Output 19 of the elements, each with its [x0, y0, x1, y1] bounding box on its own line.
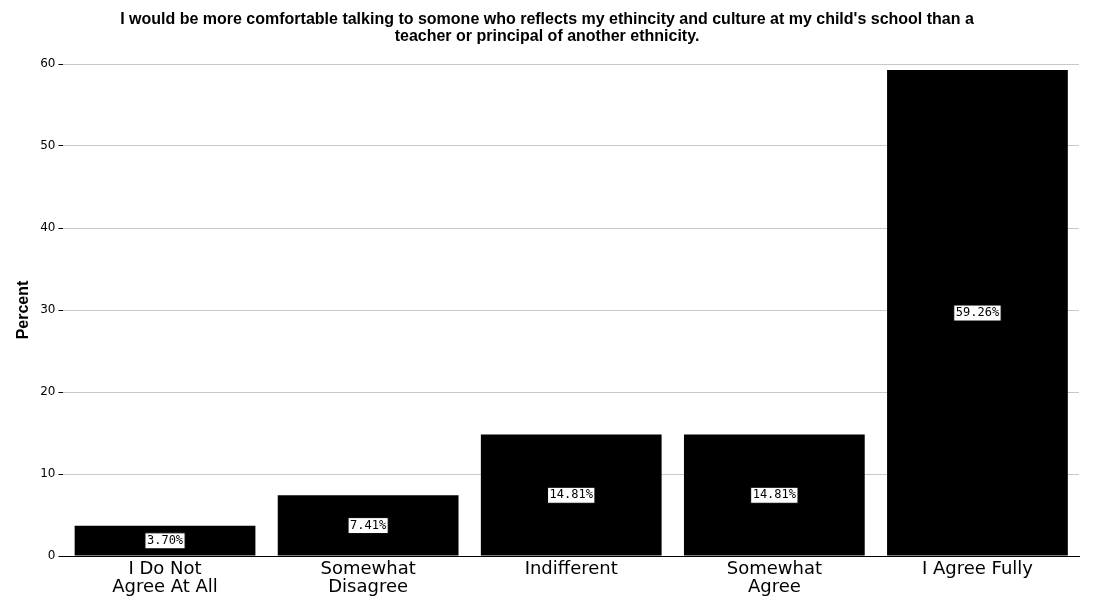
y-tick-label: 0	[47, 548, 56, 563]
chart-title: I would be more comfortable talking to somone who reflects my ethincity and culture at my child's school than a teacher or principal of another ethnicity.	[119, 10, 975, 44]
y-tick-label: 10	[40, 466, 56, 481]
y-axis-title: Percent	[14, 279, 32, 340]
y-tick-label: 20	[40, 384, 56, 399]
y-tick-label: 60	[40, 56, 56, 71]
x-tick-label: Somewhat Agree	[726, 556, 822, 596]
data-label: 7.41%	[350, 517, 387, 532]
x-tick-label: Somewhat Disagree	[320, 556, 416, 596]
data-label: 3.70%	[146, 532, 184, 547]
data-label: 14.81%	[752, 487, 797, 502]
y-tick-label: 40	[40, 220, 56, 235]
x-tick-label: I Do Not Agree At All	[112, 556, 218, 596]
x-tick-label: Indifferent	[524, 556, 618, 578]
y-tick-label: 50	[40, 138, 56, 153]
y-tick-label: 30	[40, 302, 56, 317]
data-label: 14.81%	[549, 487, 594, 502]
data-label: 59.26%	[955, 305, 1000, 320]
x-tick-label: I Agree Fully	[921, 556, 1034, 578]
